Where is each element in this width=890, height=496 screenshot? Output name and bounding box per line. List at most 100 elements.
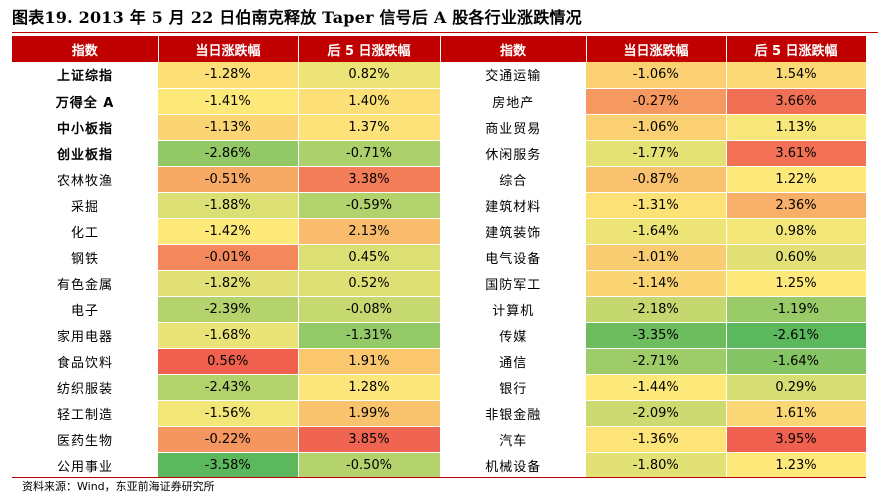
- left-day-change-cell: -1.68%: [158, 322, 299, 349]
- left-sector-name: 农林牧渔: [12, 166, 158, 193]
- table-row: 轻工制造 -1.56% 1.99% 非银金融 -2.09% 1.61%: [12, 400, 867, 427]
- right-day-change-cell: -1.44%: [586, 374, 727, 401]
- header-day-change-left: 当日涨跌幅: [158, 36, 299, 62]
- right-after5-change-cell: 0.29%: [726, 374, 867, 401]
- left-after5-change-cell: -0.50%: [298, 452, 441, 479]
- right-after5-change-cell: 3.61%: [726, 140, 867, 167]
- table-row: 有色金属 -1.82% 0.52% 国防军工 -1.14% 1.25%: [12, 270, 867, 297]
- right-sector-name: 机械设备: [440, 452, 586, 479]
- right-after5-change-cell: 3.66%: [726, 88, 867, 115]
- left-after5-change-cell: 1.28%: [298, 374, 441, 401]
- table-header-row: 指数 当日涨跌幅 后 5 日涨跌幅 指数 当日涨跌幅 后 5 日涨跌幅: [12, 36, 867, 62]
- right-sector-name: 房地产: [440, 88, 586, 115]
- table-bottom-rule: [12, 477, 866, 478]
- left-after5-change-cell: 0.52%: [298, 270, 441, 297]
- left-after5-change-cell: -1.31%: [298, 322, 441, 349]
- table-row: 公用事业 -3.58% -0.50% 机械设备 -1.80% 1.23%: [12, 452, 867, 479]
- right-sector-name: 通信: [440, 348, 586, 375]
- right-day-change-cell: -0.27%: [586, 88, 727, 115]
- left-sector-name: 公用事业: [12, 452, 158, 479]
- left-after5-change-cell: -0.59%: [298, 192, 441, 219]
- right-sector-name: 休闲服务: [440, 140, 586, 167]
- right-day-change-cell: -1.64%: [586, 218, 727, 245]
- right-day-change-cell: -1.01%: [586, 244, 727, 271]
- left-after5-change-cell: -0.71%: [298, 140, 441, 167]
- right-after5-change-cell: 0.60%: [726, 244, 867, 271]
- sector-performance-table: 指数 当日涨跌幅 后 5 日涨跌幅 指数 当日涨跌幅 后 5 日涨跌幅 上证综指…: [12, 36, 867, 479]
- figure-title: 图表19. 2013 年 5 月 22 日伯南克释放 Taper 信号后 A 股…: [12, 8, 582, 27]
- left-sector-name: 医药生物: [12, 426, 158, 453]
- right-after5-change-cell: 1.23%: [726, 452, 867, 479]
- right-after5-change-cell: 1.61%: [726, 400, 867, 427]
- right-day-change-cell: -3.35%: [586, 322, 727, 349]
- left-day-change-cell: -2.43%: [158, 374, 299, 401]
- left-after5-change-cell: 1.91%: [298, 348, 441, 375]
- right-sector-name: 建筑装饰: [440, 218, 586, 245]
- left-day-change-cell: -0.22%: [158, 426, 299, 453]
- left-sector-name: 有色金属: [12, 270, 158, 297]
- left-day-change-cell: -0.01%: [158, 244, 299, 271]
- header-index-right: 指数: [440, 36, 587, 62]
- left-day-change-cell: -1.88%: [158, 192, 299, 219]
- table-row: 电子 -2.39% -0.08% 计算机 -2.18% -1.19%: [12, 296, 867, 323]
- source-note: 资料来源：Wind，东亚前海证券研究所: [22, 480, 215, 493]
- left-sector-name: 上证综指: [12, 62, 158, 89]
- left-sector-name: 家用电器: [12, 322, 158, 349]
- left-day-change-cell: -2.39%: [158, 296, 299, 323]
- table-row: 采掘 -1.88% -0.59% 建筑材料 -1.31% 2.36%: [12, 192, 867, 219]
- left-sector-name: 化工: [12, 218, 158, 245]
- table-row: 万得全 A -1.41% 1.40% 房地产 -0.27% 3.66%: [12, 88, 867, 115]
- left-day-change-cell: -2.86%: [158, 140, 299, 167]
- left-sector-name: 中小板指: [12, 114, 158, 141]
- right-after5-change-cell: 1.22%: [726, 166, 867, 193]
- right-sector-name: 电气设备: [440, 244, 586, 271]
- right-day-change-cell: -1.14%: [586, 270, 727, 297]
- right-after5-change-cell: 0.98%: [726, 218, 867, 245]
- table-row: 创业板指 -2.86% -0.71% 休闲服务 -1.77% 3.61%: [12, 140, 867, 167]
- header-index-left: 指数: [12, 36, 159, 62]
- right-sector-name: 传媒: [440, 322, 586, 349]
- right-after5-change-cell: -1.19%: [726, 296, 867, 323]
- left-sector-name: 轻工制造: [12, 400, 158, 427]
- right-day-change-cell: -1.36%: [586, 426, 727, 453]
- left-sector-name: 创业板指: [12, 140, 158, 167]
- left-sector-name: 万得全 A: [12, 88, 158, 115]
- table-row: 农林牧渔 -0.51% 3.38% 综合 -0.87% 1.22%: [12, 166, 867, 193]
- table-row: 家用电器 -1.68% -1.31% 传媒 -3.35% -2.61%: [12, 322, 867, 349]
- right-day-change-cell: -2.09%: [586, 400, 727, 427]
- left-day-change-cell: -1.41%: [158, 88, 299, 115]
- right-day-change-cell: -1.06%: [586, 62, 727, 89]
- left-day-change-cell: -1.42%: [158, 218, 299, 245]
- left-after5-change-cell: 0.82%: [298, 62, 441, 89]
- right-day-change-cell: -1.77%: [586, 140, 727, 167]
- left-day-change-cell: -1.56%: [158, 400, 299, 427]
- table-row: 化工 -1.42% 2.13% 建筑装饰 -1.64% 0.98%: [12, 218, 867, 245]
- right-after5-change-cell: 1.25%: [726, 270, 867, 297]
- left-sector-name: 采掘: [12, 192, 158, 219]
- title-divider: [12, 32, 878, 33]
- right-day-change-cell: -1.06%: [586, 114, 727, 141]
- table-row: 医药生物 -0.22% 3.85% 汽车 -1.36% 3.95%: [12, 426, 867, 453]
- right-sector-name: 国防军工: [440, 270, 586, 297]
- right-sector-name: 综合: [440, 166, 586, 193]
- left-after5-change-cell: 3.38%: [298, 166, 441, 193]
- left-sector-name: 电子: [12, 296, 158, 323]
- right-sector-name: 商业贸易: [440, 114, 586, 141]
- right-after5-change-cell: -2.61%: [726, 322, 867, 349]
- table-row: 上证综指 -1.28% 0.82% 交通运输 -1.06% 1.54%: [12, 62, 867, 89]
- left-day-change-cell: -1.13%: [158, 114, 299, 141]
- right-day-change-cell: -0.87%: [586, 166, 727, 193]
- right-sector-name: 建筑材料: [440, 192, 586, 219]
- right-sector-name: 计算机: [440, 296, 586, 323]
- header-day-change-right: 当日涨跌幅: [586, 36, 727, 62]
- right-sector-name: 非银金融: [440, 400, 586, 427]
- left-sector-name: 钢铁: [12, 244, 158, 271]
- table-row: 食品饮料 0.56% 1.91% 通信 -2.71% -1.64%: [12, 348, 867, 375]
- right-after5-change-cell: 1.54%: [726, 62, 867, 89]
- left-after5-change-cell: 1.37%: [298, 114, 441, 141]
- left-after5-change-cell: 0.45%: [298, 244, 441, 271]
- right-sector-name: 汽车: [440, 426, 586, 453]
- right-day-change-cell: -1.80%: [586, 452, 727, 479]
- right-sector-name: 银行: [440, 374, 586, 401]
- left-day-change-cell: 0.56%: [158, 348, 299, 375]
